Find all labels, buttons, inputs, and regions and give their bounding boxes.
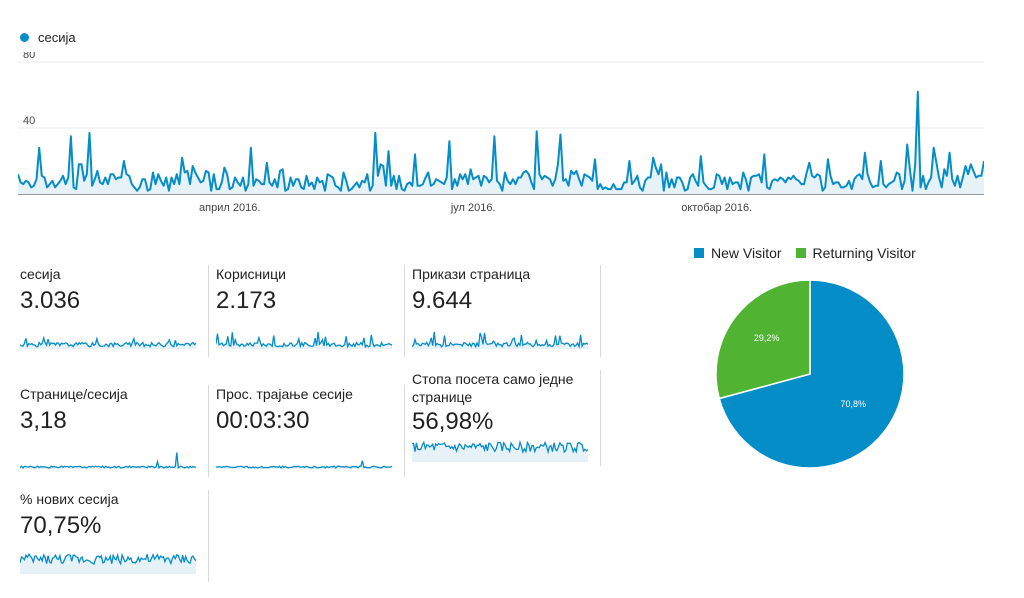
- series-area: [18, 91, 984, 194]
- metric-new-sessions[interactable]: % нових сесија 70,75%: [20, 490, 209, 582]
- legend-item-label: Returning Visitor: [812, 245, 916, 261]
- metric-label: Стопа посета само једне странице: [412, 371, 574, 405]
- legend-swatch-icon: [795, 248, 806, 258]
- sparkline: [216, 460, 392, 469]
- pie-slice-label: 70,8%: [841, 399, 867, 409]
- legend-swatch-icon: [694, 248, 704, 258]
- chart-legend[interactable]: сесија: [20, 30, 76, 45]
- sparkline-area: [20, 554, 196, 574]
- metric-value: 2.173: [216, 287, 277, 314]
- sparkline-line: [20, 552, 196, 566]
- sparkline-line: [216, 332, 392, 349]
- metric-sessions[interactable]: сесија 3.036: [20, 265, 209, 357]
- pie-legend: New Visitor Returning Visitor: [694, 245, 930, 261]
- sparkline: [412, 331, 588, 349]
- visitor-type-pie-chart[interactable]: 70,8% 29,2%: [710, 276, 910, 476]
- pie-slice: [715, 279, 811, 400]
- metric-value: 00:03:30: [216, 407, 310, 434]
- sparkline-line: [216, 460, 392, 469]
- legend-label: сесија: [38, 30, 76, 45]
- sparkline-area: [20, 337, 196, 349]
- metric-pageviews[interactable]: Прикази страница 9.644: [412, 265, 601, 357]
- metric-value: 9.644: [412, 287, 473, 314]
- sparkline-line: [412, 440, 588, 455]
- x-tick-label: јул 2016.: [450, 202, 496, 214]
- legend-item-label: New Visitor: [711, 245, 782, 261]
- sparkline: [20, 552, 196, 574]
- metric-value: 3,18: [20, 407, 67, 434]
- legend-item-returning-visitor[interactable]: Returning Visitor: [795, 245, 916, 261]
- metric-bounce-rate[interactable]: Стопа посета само једне странице 56,98%: [412, 370, 601, 466]
- sparkline-area: [20, 452, 196, 469]
- y-tick-label: 80: [23, 52, 35, 61]
- metric-users[interactable]: Корисници 2.173: [216, 265, 405, 357]
- sparkline: [412, 440, 588, 462]
- metric-pages-per-session[interactable]: Странице/сесија 3,18: [20, 385, 209, 477]
- sparkline: [216, 332, 392, 349]
- legend-item-new-visitor[interactable]: New Visitor: [694, 245, 782, 261]
- pie-slice-label: 29,2%: [754, 333, 780, 343]
- metric-label: Прикази страница: [412, 266, 531, 282]
- metric-value: 56,98%: [412, 408, 494, 435]
- sparkline: [20, 452, 196, 469]
- sparkline-area: [412, 332, 588, 349]
- pie-slice: [718, 279, 905, 469]
- metric-avg-session-duration[interactable]: Прос. трајање сесије 00:03:30: [216, 385, 405, 477]
- metric-label: Странице/сесија: [20, 386, 128, 402]
- sparkline-line: [20, 335, 196, 348]
- metric-value: 70,75%: [20, 512, 102, 539]
- sparkline-line: [412, 331, 588, 349]
- x-tick-label: април 2016.: [199, 202, 260, 214]
- sessions-line-chart[interactable]: 80 40 април 2016. јул 2016. октобар 2016.: [18, 52, 984, 222]
- sparkline-area: [216, 332, 392, 349]
- y-tick-label: 40: [23, 115, 35, 127]
- sparkline-area: [412, 442, 588, 462]
- metric-label: Корисници: [216, 266, 286, 282]
- sparkline-line: [20, 452, 196, 469]
- series-line: [18, 90, 984, 192]
- metric-label: Прос. трајање сесије: [216, 386, 353, 402]
- x-tick-label: октобар 2016.: [681, 202, 752, 214]
- metric-label: % нових сесија: [20, 491, 119, 507]
- sparkline: [20, 335, 196, 349]
- series-dot-icon: [20, 33, 29, 42]
- metric-value: 3.036: [20, 287, 81, 314]
- metric-label: сесија: [20, 266, 61, 282]
